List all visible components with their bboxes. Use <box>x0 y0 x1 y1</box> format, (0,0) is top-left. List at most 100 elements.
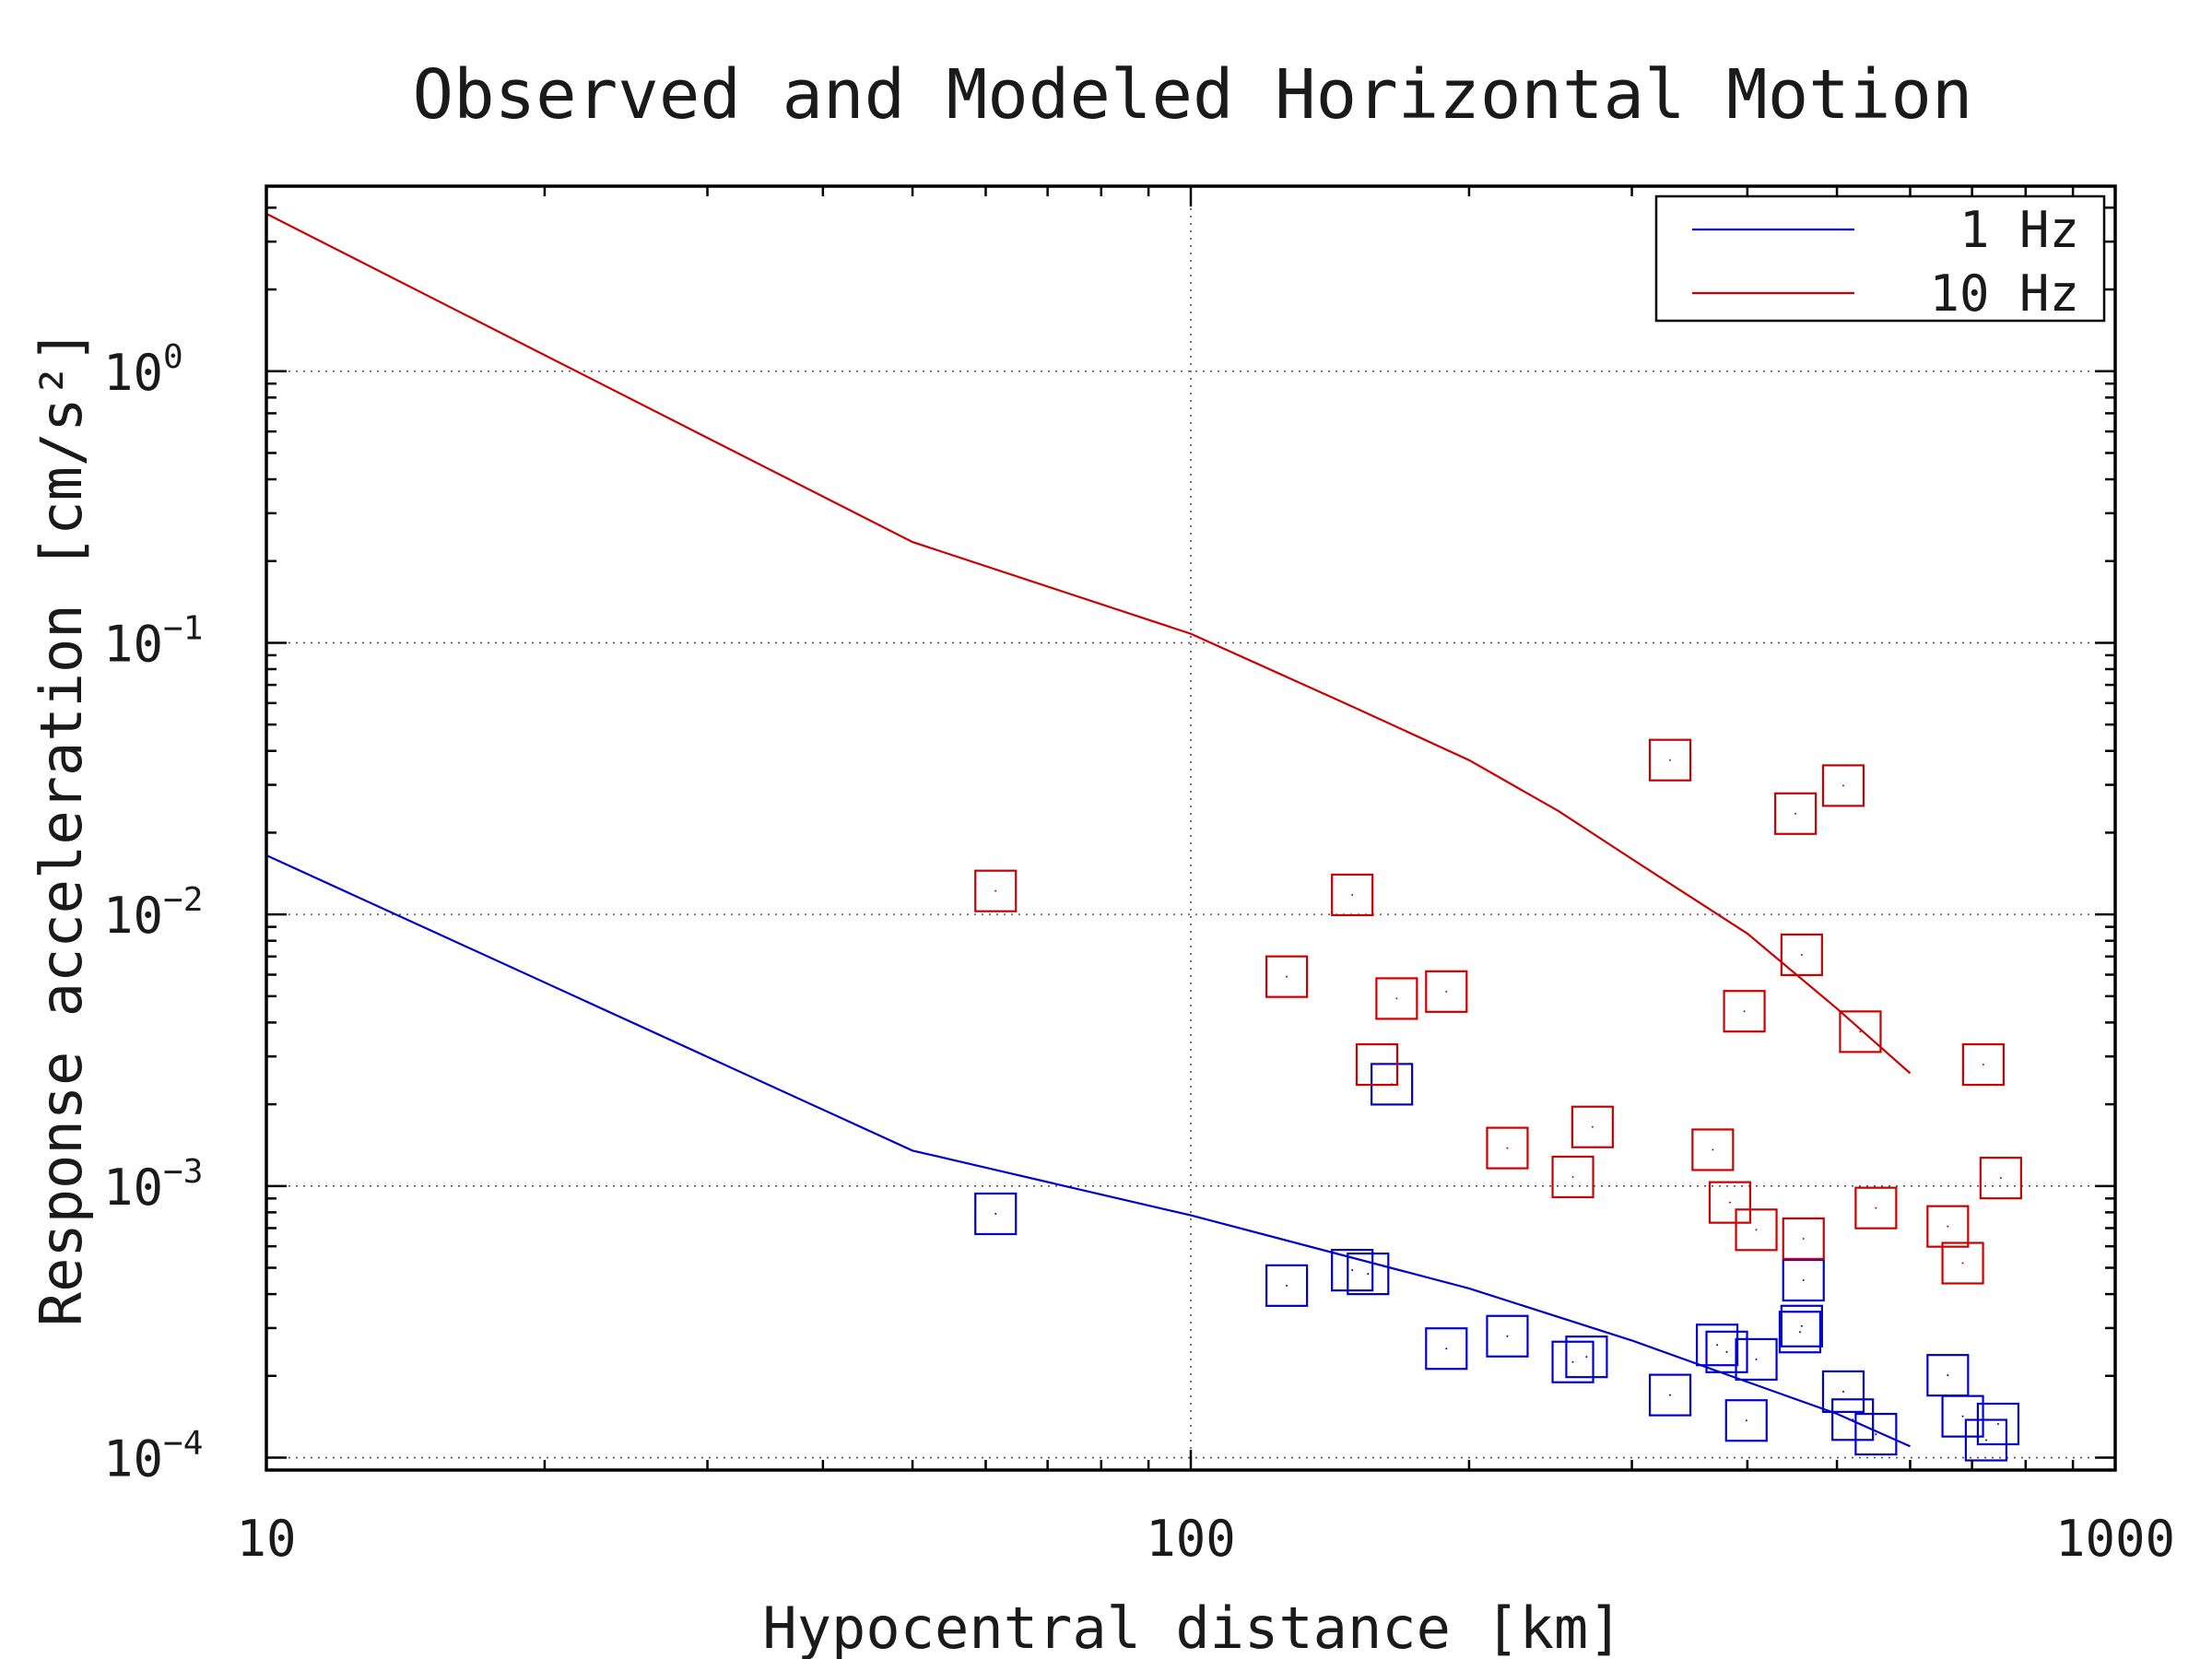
marker-center-dot <box>1591 1125 1594 1128</box>
marker-center-dot <box>1852 1418 1854 1421</box>
marker-center-dot <box>1996 1423 1999 1426</box>
marker-10hz <box>1355 1042 1399 1087</box>
x-tick-label: 1000 <box>2055 1510 2175 1568</box>
grid-lines <box>266 186 2115 1470</box>
marker-center-dot <box>1286 1284 1288 1287</box>
marker-center-dot <box>1725 1350 1728 1353</box>
marker-10hz <box>1375 977 1418 1020</box>
y-tick-label: 10−4 <box>103 1425 203 1488</box>
marker-center-dot <box>1669 759 1672 761</box>
marker-center-dot <box>1841 1390 1844 1393</box>
marker-center-dot <box>1802 1237 1805 1240</box>
marker-10hz <box>974 869 1018 912</box>
marker-10hz <box>1941 1241 1984 1285</box>
marker-1hz <box>1724 1399 1768 1442</box>
marker-center-dot <box>1376 1064 1379 1066</box>
marker-center-dot <box>1841 784 1844 787</box>
marker-10hz <box>1839 1010 1882 1053</box>
chart-title: Observed and Modeled Horizontal Motion <box>413 55 1973 135</box>
marker-center-dot <box>1506 1335 1509 1337</box>
marker-center-dot <box>1351 893 1354 896</box>
x-tick-label: 10 <box>236 1510 296 1568</box>
marker-10hz <box>1854 1186 1898 1230</box>
y-tick-label: 10−1 <box>103 609 203 673</box>
marker-center-dot <box>1743 1010 1746 1013</box>
marker-10hz <box>1780 933 1823 977</box>
marker-center-dot <box>1571 1175 1574 1178</box>
marker-10hz <box>1425 970 1468 1013</box>
marker-center-dot <box>1947 1374 1949 1377</box>
marker-10hz <box>1723 990 1766 1033</box>
marker-center-dot <box>1755 1229 1758 1231</box>
marker-10hz <box>1979 1157 2022 1200</box>
legend-box <box>1654 194 2106 323</box>
y-axis-tick-labels: 10−4 10−3 10−2 10−1 100 <box>103 338 203 1488</box>
marker-center-dot <box>1286 975 1288 978</box>
x-axis-label: Hypocentral distance [km] <box>762 1594 1622 1659</box>
marker-1hz <box>1347 1253 1390 1296</box>
marker-center-dot <box>1961 1415 1964 1418</box>
marker-10hz <box>1926 1205 1970 1248</box>
marker-center-dot <box>1875 1206 1877 1209</box>
marker-1hz <box>1486 1314 1529 1358</box>
marker-1hz <box>1695 1324 1739 1367</box>
marker-center-dot <box>1802 1279 1805 1282</box>
marker-10hz <box>1551 1155 1594 1199</box>
y-tick-label: 100 <box>103 338 183 402</box>
marker-center-dot <box>1800 1324 1803 1327</box>
marker-1hz <box>1941 1394 1984 1438</box>
marker-center-dot <box>1947 1225 1949 1228</box>
marker-center-dot <box>1445 990 1448 993</box>
x-axis-tick-labels: 10 100 1000 <box>236 1510 2175 1568</box>
marker-10hz <box>1961 1042 2006 1087</box>
marker-center-dot <box>1716 1344 1719 1347</box>
marker-center-dot <box>1728 1201 1731 1204</box>
legend-label: 10 Hz <box>1929 265 2079 323</box>
marker-10hz <box>1331 873 1374 917</box>
marker-center-dot <box>1755 1358 1758 1360</box>
y-tick-label: 10−3 <box>103 1153 203 1217</box>
marker-10hz <box>1821 764 1865 807</box>
marker-center-dot <box>1367 1273 1370 1276</box>
marker-center-dot <box>1875 1433 1877 1436</box>
marker-1hz <box>1705 1330 1748 1373</box>
marker-1hz <box>974 1192 1018 1236</box>
line-10hz <box>265 212 1912 1075</box>
marker-1hz <box>1648 1373 1692 1417</box>
marker-center-dot <box>1506 1147 1509 1149</box>
marker-10hz <box>1708 1181 1752 1224</box>
marker-1hz <box>1964 1418 2008 1462</box>
marker-1hz <box>1735 1337 1778 1382</box>
marker-1hz <box>1821 1370 1865 1413</box>
marker-center-dot <box>1712 1148 1714 1151</box>
marker-center-dot <box>1745 1419 1747 1422</box>
y-axis-label: Response acceleration [cm/s²] <box>28 329 95 1327</box>
marker-1hz <box>1778 1311 1822 1354</box>
marker-center-dot <box>1961 1262 1964 1265</box>
marker-center-dot <box>1351 1269 1354 1272</box>
marker-center-dot <box>1445 1347 1448 1350</box>
marker-center-dot <box>1800 953 1803 956</box>
marker-center-dot <box>1798 1331 1801 1334</box>
marker-center-dot <box>1859 1030 1862 1033</box>
marker-1hz <box>1265 1264 1309 1307</box>
observed-markers <box>974 738 2022 1462</box>
marker-10hz <box>1265 955 1309 998</box>
legend: 1 Hz 10 Hz <box>1654 194 2106 323</box>
marker-1hz <box>1551 1340 1594 1383</box>
marker-10hz <box>1648 738 1692 782</box>
marker-1hz <box>1565 1335 1608 1379</box>
marker-1hz <box>1331 1249 1374 1292</box>
marker-10hz <box>1735 1208 1778 1252</box>
legend-label: 1 Hz <box>1959 201 2079 259</box>
marker-center-dot <box>994 1212 997 1215</box>
marker-center-dot <box>994 889 997 892</box>
marker-center-dot <box>1794 812 1797 815</box>
marker-10hz <box>1486 1126 1529 1170</box>
marker-center-dot <box>1395 997 1398 1000</box>
marker-center-dot <box>1999 1177 2002 1180</box>
marker-center-dot <box>1571 1360 1574 1363</box>
marker-1hz <box>1831 1398 1875 1441</box>
x-tick-label: 100 <box>1146 1510 1236 1568</box>
